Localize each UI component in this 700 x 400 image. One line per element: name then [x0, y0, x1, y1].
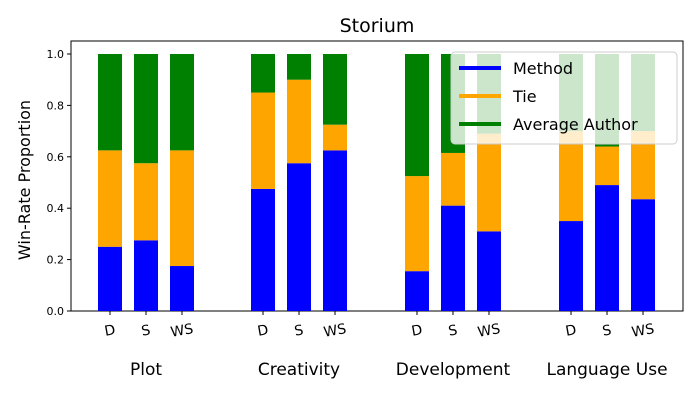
x-tick-label: WS: [322, 321, 347, 341]
bar-segment-tie: [170, 150, 194, 267]
y-tick-label: 0.6: [47, 151, 65, 164]
bar-segment-method: [287, 163, 311, 311]
legend-label: Average Author: [513, 115, 638, 134]
legend-label: Tie: [512, 87, 537, 106]
bar-segment-tie: [595, 146, 619, 186]
bar-segment-author: [251, 54, 275, 93]
bar-segment-method: [134, 240, 158, 311]
group-label: Development: [396, 360, 511, 380]
y-axis-label: Win-Rate Proportion: [15, 100, 34, 260]
y-tick-label: 0.8: [47, 99, 65, 112]
legend-box: [450, 51, 678, 145]
x-tick-label: S: [140, 322, 152, 339]
bar-segment-author: [323, 54, 347, 125]
bar-segment-method: [559, 221, 583, 311]
bar-segment-tie: [287, 79, 311, 164]
y-tick-label: 0.2: [47, 254, 65, 267]
bar-segment-tie: [477, 133, 501, 232]
bar-segment-method: [595, 185, 619, 311]
x-tick-label: D: [564, 322, 577, 340]
x-tick-label: D: [256, 322, 269, 340]
bar-segment-tie: [251, 92, 275, 189]
x-tick-label: WS: [630, 321, 655, 341]
bar-segment-tie: [134, 163, 158, 241]
group-label: Creativity: [258, 360, 340, 380]
bar-segment-method: [323, 150, 347, 311]
bar-segment-author: [405, 54, 429, 177]
bar-segment-tie: [559, 131, 583, 222]
bar-segment-tie: [405, 176, 429, 272]
bar-segment-author: [170, 54, 194, 151]
bar-segment-method: [98, 246, 122, 311]
y-tick-label: 1.0: [47, 48, 65, 61]
bar-segment-tie: [441, 152, 465, 206]
x-tick-label: S: [447, 322, 459, 339]
bar-segment-tie: [98, 150, 122, 247]
chart-title: Storium: [340, 15, 415, 37]
bar-segment-author: [98, 54, 122, 151]
x-tick-label: WS: [476, 321, 501, 341]
y-tick-label: 0.4: [47, 202, 65, 215]
x-tick-label: WS: [169, 321, 194, 341]
bar-segment-method: [631, 199, 655, 311]
y-tick-label: 0.0: [47, 305, 65, 318]
bar-segment-tie: [323, 124, 347, 151]
bar-segment-method: [441, 205, 465, 311]
legend: Method Tie Average Author: [450, 51, 678, 145]
x-tick-label: S: [293, 322, 305, 339]
axes-frame: [70, 40, 684, 312]
group-label: Language Use: [546, 360, 667, 380]
x-tick-label: S: [601, 322, 613, 339]
x-tick-label: D: [410, 322, 423, 340]
group-label: Plot: [130, 360, 162, 380]
bar-segment-author: [134, 54, 158, 164]
bar-segment-method: [251, 188, 275, 311]
bar-segment-method: [170, 266, 194, 311]
legend-label: Method: [513, 59, 573, 78]
bar-segment-method: [477, 231, 501, 311]
bar-segment-author: [287, 54, 311, 80]
x-tick-label: D: [103, 322, 116, 340]
bar-segment-method: [405, 271, 429, 311]
